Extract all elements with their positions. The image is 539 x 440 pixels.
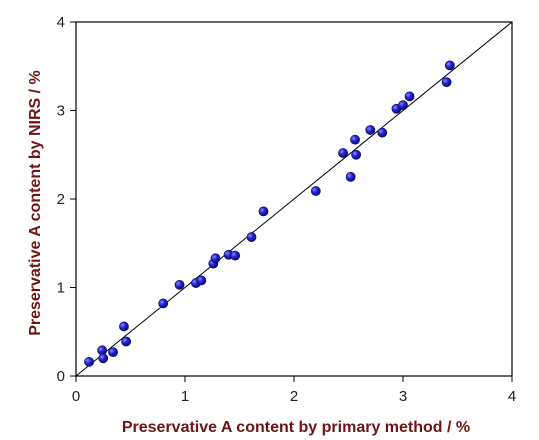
data-point-5 [121, 336, 132, 347]
data-point-25 [404, 91, 415, 102]
x-tick-label-4: 4 [508, 388, 516, 405]
data-point-15 [258, 206, 269, 217]
data-point-16 [310, 186, 321, 196]
data-point-27 [444, 60, 455, 71]
x-tick-label-3: 3 [399, 388, 407, 405]
data-point-4 [119, 321, 129, 332]
y-tick-label-4: 4 [57, 14, 65, 31]
x-tick-label-2: 2 [290, 388, 298, 405]
x-tick-label-1: 1 [181, 388, 189, 405]
data-point-13 [230, 250, 241, 261]
identity-reference-line [75, 21, 513, 377]
axis-tick-labels: 0 1 2 3 4 0 1 2 3 4 [57, 14, 517, 405]
y-tick-label-0: 0 [57, 368, 65, 385]
data-points [84, 60, 455, 367]
data-point-24 [398, 100, 408, 111]
data-point-11 [210, 253, 221, 264]
data-point-26 [441, 77, 452, 88]
data-point-9 [196, 275, 207, 286]
data-point-14 [246, 232, 257, 242]
x-tick-label-0: 0 [72, 388, 80, 405]
data-point-21 [365, 125, 376, 135]
y-axis-title: Preservative A content by NIRS / % [27, 70, 44, 336]
data-point-17 [338, 148, 348, 158]
data-point-19 [350, 134, 360, 145]
y-tick-label-1: 1 [57, 280, 65, 297]
y-tick-label-3: 3 [57, 103, 65, 120]
axis-ticks [70, 21, 513, 382]
data-point-0 [84, 356, 94, 367]
data-point-18 [345, 171, 356, 182]
data-point-3 [108, 347, 118, 358]
y-tick-label-2: 2 [57, 191, 65, 208]
data-point-2 [98, 353, 109, 364]
data-point-6 [158, 298, 169, 309]
x-axis-title: Preservative A content by primary method… [122, 419, 470, 436]
data-point-7 [174, 279, 185, 290]
data-point-22 [377, 127, 388, 138]
data-point-20 [351, 149, 362, 160]
